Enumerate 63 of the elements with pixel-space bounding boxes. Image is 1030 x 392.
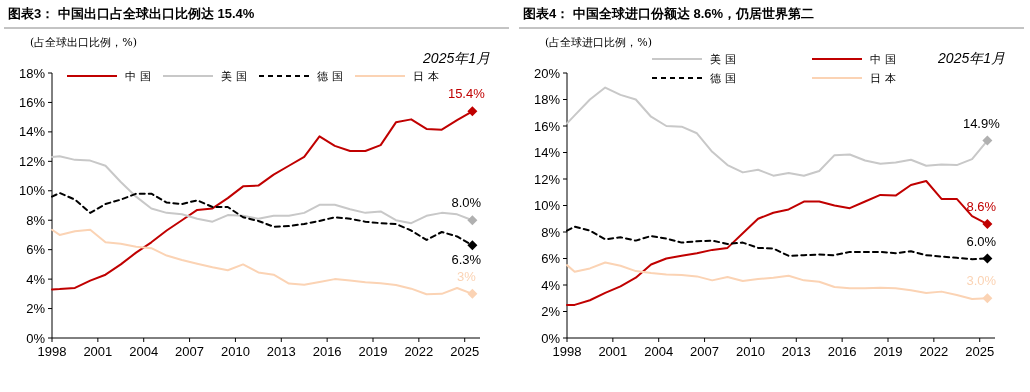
x-tick-label: 1998	[552, 344, 582, 359]
x-tick-label: 2025	[965, 344, 995, 359]
y-axis-title: (占全球出口比例，%)	[30, 36, 138, 49]
y-tick-label: 6%	[541, 251, 561, 266]
x-tick-label: 2010	[220, 344, 250, 359]
y-tick-label: 0%	[541, 330, 561, 346]
y-tick-label: 4%	[26, 271, 46, 287]
y-tick-label: 8%	[26, 212, 46, 228]
chart-title: 图表3： 中国出口占全球出口比例达 15.4%	[8, 6, 255, 21]
x-tick-label: 2022	[404, 344, 434, 359]
x-tick-label: 2013	[781, 344, 811, 359]
text: 2025年1月	[422, 50, 490, 66]
y-tick-label: 2%	[26, 301, 46, 317]
x-tick-label: 2019	[873, 344, 903, 359]
y-tick-label: 4%	[541, 277, 561, 293]
x-tick-label: 2010	[735, 344, 765, 359]
data-label: 6.3%	[451, 252, 482, 268]
legend-label: 日本	[870, 72, 900, 85]
x-tick-label: 2007	[690, 344, 720, 359]
data-label: 14.9%	[962, 115, 1001, 131]
x-tick-label: 2004	[129, 344, 159, 359]
legend-label: 德国	[317, 70, 347, 83]
y-tick-label: 2%	[541, 304, 561, 319]
y-tick-label: 10%	[18, 183, 46, 199]
chart-title: 图表4： 中国全球进口份额达 8.6%，仍居世界第二	[523, 6, 815, 21]
y-tick-label: 6%	[26, 242, 46, 258]
x-tick-label: 1998	[37, 344, 67, 359]
legend-label: 日本	[413, 70, 443, 83]
y-tick-label: 20%	[533, 65, 561, 81]
x-tick-label: 2022	[919, 344, 949, 359]
text: 2025年1月	[937, 50, 1005, 66]
legend-label: 美国	[221, 70, 251, 83]
y-tick-label: 0%	[26, 330, 46, 346]
y-tick-label: 10%	[533, 198, 561, 213]
y-tick-label: 14%	[533, 145, 561, 160]
data-label: 8.0%	[451, 195, 482, 211]
x-tick-label: 2007	[175, 344, 205, 359]
data-label: 3%	[456, 268, 477, 284]
x-tick-label: 2001	[598, 344, 628, 359]
y-axis-title: (占全球进口比例，%)	[545, 36, 653, 49]
x-tick-label: 2016	[827, 344, 857, 359]
y-tick-label: 14%	[18, 124, 46, 140]
y-tick-label: 18%	[533, 92, 561, 107]
data-label: 15.4%	[447, 86, 486, 102]
y-tick-label: 18%	[18, 65, 46, 81]
y-tick-label: 12%	[18, 153, 46, 169]
data-label: 8.6%	[966, 199, 997, 215]
legend-label: 中国	[870, 53, 900, 66]
x-tick-label: 2025	[450, 344, 480, 359]
y-tick-label: 16%	[18, 94, 46, 110]
legend-label: 德国	[710, 72, 740, 85]
x-tick-label: 2016	[312, 344, 342, 359]
y-tick-label: 8%	[541, 224, 561, 240]
x-tick-label: 2019	[358, 344, 388, 359]
legend-label: 中国	[125, 70, 155, 83]
data-label: 6.0%	[966, 233, 997, 249]
data-label: 3.0%	[966, 273, 997, 289]
legend-label: 美国	[710, 53, 740, 66]
y-tick-label: 12%	[533, 171, 561, 187]
x-tick-label: 2013	[266, 344, 296, 359]
x-tick-label: 2004	[644, 344, 674, 359]
x-tick-label: 2001	[83, 344, 113, 359]
y-tick-label: 16%	[533, 118, 561, 134]
